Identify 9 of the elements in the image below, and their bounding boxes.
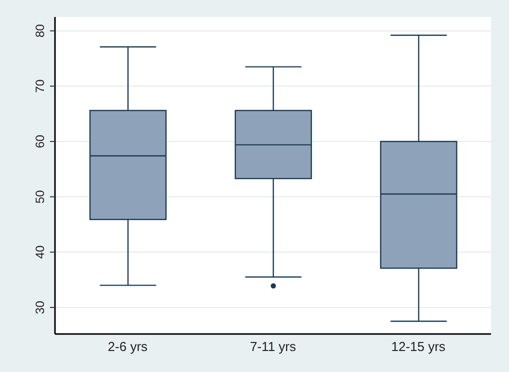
x-tick-label: 12-15 yrs <box>391 339 446 354</box>
x-tick-label: 2-6 yrs <box>108 339 148 354</box>
y-tick-label: 30 <box>33 300 47 314</box>
y-tick-label: 40 <box>33 245 47 259</box>
y-tick-label: 80 <box>33 24 47 38</box>
y-tick-label: 70 <box>33 79 47 93</box>
y-tick-label: 60 <box>33 134 47 148</box>
x-tick-label: 7-11 yrs <box>250 339 296 354</box>
y-tick-label: 50 <box>33 190 47 204</box>
